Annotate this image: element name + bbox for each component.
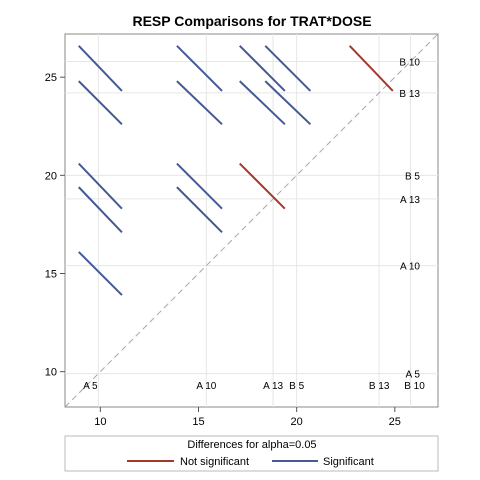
segment-significant: [176, 162, 223, 210]
level-label-right: A 10: [400, 262, 420, 273]
segment-significant: [239, 80, 286, 126]
x-tick-label: 20: [291, 416, 303, 428]
segment-significant: [239, 45, 286, 92]
y-tick-label: 25: [45, 72, 57, 84]
segment-significant: [176, 45, 223, 92]
segment-significant: [78, 251, 123, 296]
level-label-right: B 5: [405, 171, 420, 182]
level-label-bottom: A 13: [263, 381, 283, 392]
legend: Differences for alpha=0.05 Not significa…: [64, 435, 439, 472]
grid-lines: [65, 34, 438, 407]
segment-significant: [78, 162, 123, 210]
level-label-bottom: A 10: [196, 381, 216, 392]
reference-diagonal: [64, 33, 439, 408]
level-label-bottom: B 13: [369, 381, 390, 392]
y-tick-label: 10: [45, 367, 57, 379]
axis-ticks: 10 15 20 25 10 15 20 25: [45, 72, 401, 428]
segment-significant: [176, 186, 223, 233]
reference-line-diagonal: [64, 33, 439, 408]
level-label-right: A 13: [400, 195, 420, 206]
segment-significant: [176, 80, 223, 126]
legend-title: Differences for alpha=0.05: [187, 439, 316, 451]
legend-label-significant: Significant: [323, 456, 374, 468]
level-label-right: B 10: [399, 57, 420, 68]
level-label-right: A 5: [406, 370, 421, 381]
legend-box: [64, 435, 439, 472]
segment-not-significant: [348, 45, 394, 92]
level-label-bottom: B 5: [289, 381, 304, 392]
segment-significant: [264, 45, 312, 92]
y-tick-label: 15: [45, 269, 57, 281]
segment-significant: [264, 80, 312, 126]
chart-title: RESP Comparisons for TRAT*DOSE: [132, 13, 371, 29]
legend-label-not-significant: Not significant: [180, 456, 249, 468]
segment-significant: [78, 80, 123, 126]
x-tick-label: 10: [94, 416, 106, 428]
level-label-bottom: A 5: [83, 381, 98, 392]
level-label-right: B 13: [399, 89, 420, 100]
segment-significant: [78, 45, 123, 92]
x-tick-label: 25: [389, 416, 401, 428]
level-label-bottom: B 10: [404, 381, 425, 392]
y-tick-label: 20: [45, 170, 57, 182]
x-tick-label: 15: [192, 416, 204, 428]
segment-significant: [78, 186, 123, 233]
comparison-segments: [78, 45, 394, 296]
segment-not-significant: [239, 162, 286, 210]
plot-frame: [64, 33, 439, 408]
